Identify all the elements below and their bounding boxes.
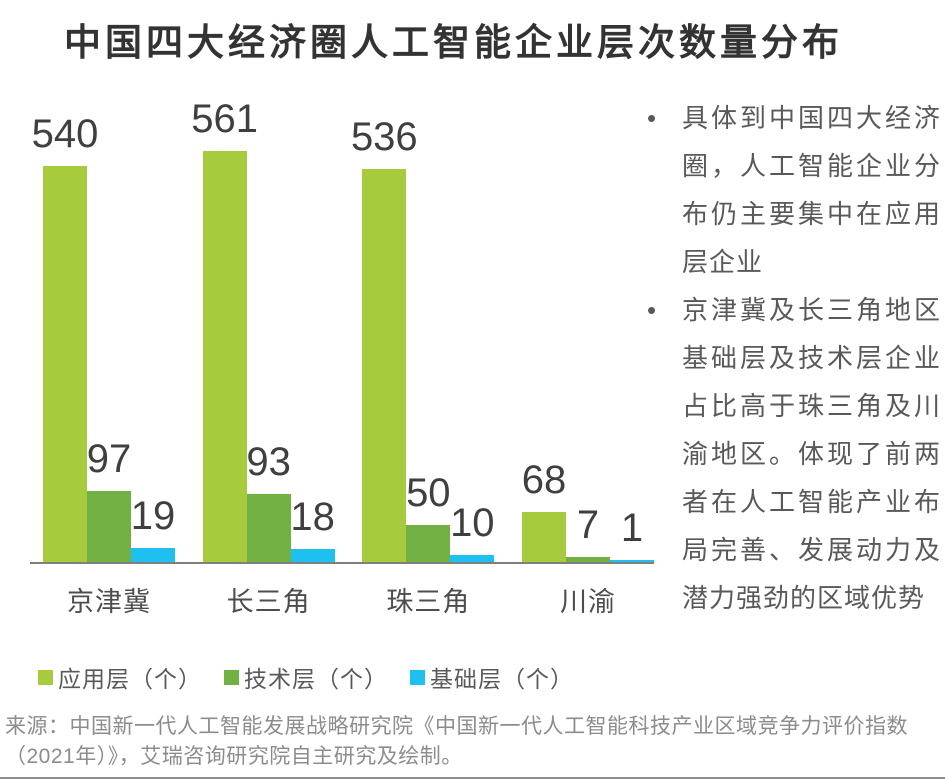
plot-area: 540 97 19 561 93 18 536 50 10 68 7 1 (30, 95, 654, 562)
bar-group-2: 561 93 18 (191, 95, 335, 562)
bar-series1-cat3: 536 (351, 115, 418, 562)
bar-series3-cat3: 10 (450, 501, 495, 562)
bar-series2-cat4: 7 (565, 503, 610, 562)
page-title: 中国四大经济圈人工智能企业层次数量分布 (64, 22, 843, 63)
bar-series3-cat4: 1 (609, 506, 654, 562)
bar-group-4: 68 7 1 (522, 95, 654, 562)
bottom-divider (0, 777, 945, 779)
list-item: • 京津冀及长三角地区基础层及技术层企业占比高于珠三角及川渝地区。体现了前两者在… (641, 286, 941, 622)
list-item: • 具体到中国四大经济圈，人工智能企业分布仍主要集中在应用层企业 (641, 94, 941, 286)
basic-layer-swatch-icon (410, 669, 425, 685)
legend-item-technology-layer: 技术层（个） (224, 660, 388, 694)
bar-series3-cat2: 18 (290, 495, 335, 562)
bar-value-label: 536 (350, 115, 418, 159)
bar-value-label: 1 (620, 506, 644, 550)
chart-legend: 应用层（个） 技术层（个） 基础层（个） (38, 660, 574, 694)
insight-text: 具体到中国四大经济圈，人工智能企业分布仍主要集中在应用层企业 (682, 103, 941, 277)
x-axis-category-row: 京津冀 长三角 珠三角 川渝 (30, 580, 654, 619)
source-note: 来源：中国新一代人工智能发展战略研究院《中国新一代人工智能科技产业区域竞争力评价… (5, 715, 908, 768)
legend-label: 技术层（个） (244, 666, 388, 692)
bar-value-label: 561 (191, 97, 259, 141)
bar-value-label: 540 (31, 112, 99, 156)
bar-value-label: 97 (86, 437, 132, 481)
bullet-icon: • (647, 295, 658, 325)
bullet-icon: • (647, 103, 658, 133)
category-label-4: 川渝 (559, 587, 616, 617)
bar-value-label: 19 (130, 494, 176, 538)
bar-value-label: 7 (576, 503, 600, 547)
bar-series1-cat1: 540 (32, 112, 98, 562)
bar-series2-cat3: 50 (406, 471, 451, 562)
bar-group-1: 540 97 19 (32, 95, 175, 562)
insight-text: 京津冀及长三角地区基础层及技术层企业占比高于珠三角及川渝地区。体现了前两者在人工… (682, 295, 941, 613)
legend-item-application-layer: 应用层（个） (38, 660, 202, 694)
application-layer-swatch-icon (38, 669, 53, 685)
bar-value-label: 50 (406, 471, 451, 515)
bar-value-label: 10 (450, 501, 495, 545)
x-axis-line (30, 562, 654, 564)
bar-value-label: 68 (521, 458, 567, 502)
category-label-1: 京津冀 (67, 587, 151, 617)
bar-group-3: 536 50 10 (351, 95, 495, 562)
bar-series2-cat2: 93 (246, 440, 291, 562)
bar-series3-cat1: 19 (131, 494, 175, 562)
legend-item-basic-layer: 基础层（个） (410, 660, 574, 694)
bar-series1-cat2: 561 (191, 97, 258, 562)
bar-series1-cat4: 68 (522, 458, 566, 562)
technology-layer-swatch-icon (224, 669, 239, 685)
insight-list: • 具体到中国四大经济圈，人工智能企业分布仍主要集中在应用层企业 • 京津冀及长… (641, 94, 941, 622)
legend-label: 基础层（个） (430, 666, 574, 692)
category-label-2: 长三角 (226, 587, 311, 617)
bar-value-label: 18 (290, 495, 335, 539)
category-label-3: 珠三角 (386, 587, 471, 617)
legend-label: 应用层（个） (58, 666, 202, 692)
bar-series2-cat1: 97 (87, 437, 131, 562)
bar-value-label: 93 (246, 440, 291, 484)
